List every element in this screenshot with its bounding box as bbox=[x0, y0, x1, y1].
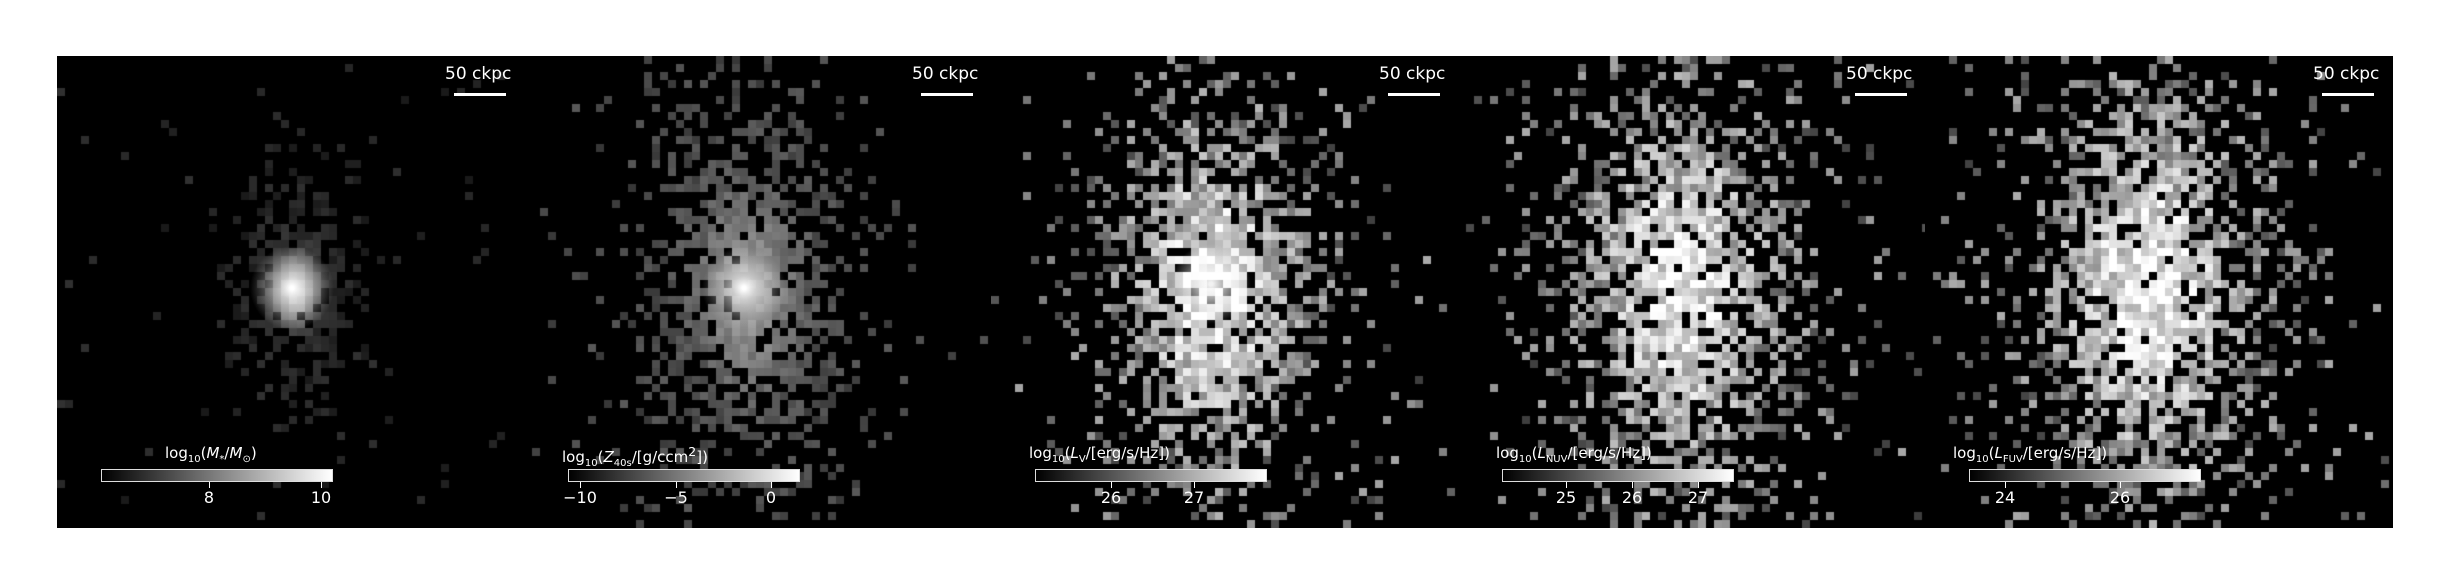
map-panel-4: 50 ckpc log10(LNUV/[erg/s/Hz]) 25 26 27 bbox=[1458, 56, 1925, 528]
colorbar-tick-label: 27 bbox=[1687, 488, 1709, 507]
colorbar-tick-label: −10 bbox=[563, 488, 597, 507]
colorbar-tick-label: −5 bbox=[664, 488, 688, 507]
scale-bar bbox=[921, 93, 973, 96]
colorbar bbox=[1035, 469, 1267, 482]
scale-bar bbox=[454, 93, 506, 96]
colorbar-tick-mark bbox=[1632, 482, 1633, 488]
colorbar-tick-label: 25 bbox=[1555, 488, 1577, 507]
colorbar-tick-mark bbox=[1194, 482, 1195, 488]
colorbar-tick-mark bbox=[1566, 482, 1567, 488]
scale-bar-label: 50 ckpc bbox=[1379, 64, 1446, 84]
colorbar-tick-mark bbox=[676, 482, 677, 488]
colorbar-tick-label: 27 bbox=[1183, 488, 1205, 507]
scale-bar bbox=[2322, 93, 2374, 96]
pixel-map bbox=[524, 56, 991, 528]
colorbar-label: log10(M*/M⊙) bbox=[165, 444, 257, 465]
map-panel-1: 50 ckpc log10(M*/M⊙) 8 10 bbox=[57, 56, 524, 528]
colorbar-tick-label: 10 bbox=[310, 488, 332, 507]
colorbar bbox=[568, 469, 800, 482]
pixel-map bbox=[1925, 56, 2392, 528]
colorbar-tick-label: 26 bbox=[2109, 488, 2131, 507]
colorbar-tick-mark bbox=[771, 482, 772, 488]
pixel-map bbox=[57, 56, 524, 528]
pixel-map bbox=[1458, 56, 1925, 528]
pixel-map bbox=[991, 56, 1458, 528]
colorbar-label: log10(Z40s/[g/ccm2]) bbox=[562, 444, 708, 469]
colorbar bbox=[1969, 469, 2201, 482]
scale-bar bbox=[1855, 93, 1907, 96]
scale-bar-label: 50 ckpc bbox=[1846, 64, 1913, 84]
colorbar bbox=[1502, 469, 1734, 482]
colorbar-tick-label: 0 bbox=[765, 488, 777, 507]
scale-bar bbox=[1388, 93, 1440, 96]
colorbar-tick-label: 26 bbox=[1621, 488, 1643, 507]
colorbar-tick-mark bbox=[2120, 482, 2121, 488]
colorbar-label: log10(LFUV/[erg/s/Hz]) bbox=[1953, 444, 2108, 465]
scale-bar-label: 50 ckpc bbox=[445, 64, 512, 84]
colorbar-tick-mark bbox=[1111, 482, 1112, 488]
map-panel-3: 50 ckpc log10(LV/[erg/s/Hz]) 26 27 bbox=[991, 56, 1458, 528]
colorbar-tick-label: 24 bbox=[1994, 488, 2016, 507]
map-panel-5: 50 ckpc log10(LFUV/[erg/s/Hz]) 24 26 bbox=[1925, 56, 2392, 528]
colorbar-tick-mark bbox=[580, 482, 581, 488]
colorbar-tick-mark bbox=[209, 482, 210, 488]
map-panel-2: 50 ckpc log10(Z40s/[g/ccm2]) −10 −5 0 bbox=[524, 56, 991, 528]
scale-bar-label: 50 ckpc bbox=[2313, 64, 2380, 84]
colorbar-tick-label: 26 bbox=[1100, 488, 1122, 507]
colorbar-tick-mark bbox=[321, 482, 322, 488]
colorbar-tick-mark bbox=[2005, 482, 2006, 488]
colorbar-tick-mark bbox=[1698, 482, 1699, 488]
colorbar-label: log10(LNUV/[erg/s/Hz]) bbox=[1496, 444, 1652, 465]
colorbar bbox=[101, 469, 333, 482]
colorbar-label: log10(LV/[erg/s/Hz]) bbox=[1029, 444, 1171, 465]
colorbar-tick-label: 8 bbox=[203, 488, 215, 507]
galaxy-image-strip: 50 ckpc log10(M*/M⊙) 8 10 50 ckpc log10(Z40s/… bbox=[57, 56, 2393, 528]
scale-bar-label: 50 ckpc bbox=[912, 64, 979, 84]
